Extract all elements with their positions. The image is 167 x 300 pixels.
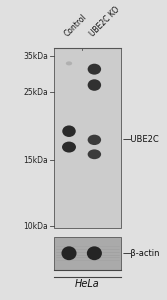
Text: —UBE2C: —UBE2C (123, 135, 160, 144)
Ellipse shape (88, 149, 101, 159)
Ellipse shape (87, 246, 102, 260)
Text: —β-actin: —β-actin (123, 249, 160, 258)
Ellipse shape (88, 64, 101, 75)
Text: 10kDa: 10kDa (24, 222, 48, 231)
Ellipse shape (62, 142, 76, 153)
Ellipse shape (88, 79, 101, 91)
Text: 35kDa: 35kDa (24, 52, 48, 61)
Text: Control: Control (63, 13, 89, 39)
Bar (54, 47, 121, 228)
Text: UBE2C KO: UBE2C KO (88, 5, 121, 39)
Ellipse shape (88, 135, 101, 145)
Ellipse shape (62, 125, 76, 137)
Ellipse shape (61, 246, 76, 260)
Text: HeLa: HeLa (75, 279, 100, 289)
Text: 25kDa: 25kDa (24, 88, 48, 97)
Text: 15kDa: 15kDa (24, 156, 48, 165)
Bar (54, 236, 121, 270)
Ellipse shape (66, 61, 72, 65)
